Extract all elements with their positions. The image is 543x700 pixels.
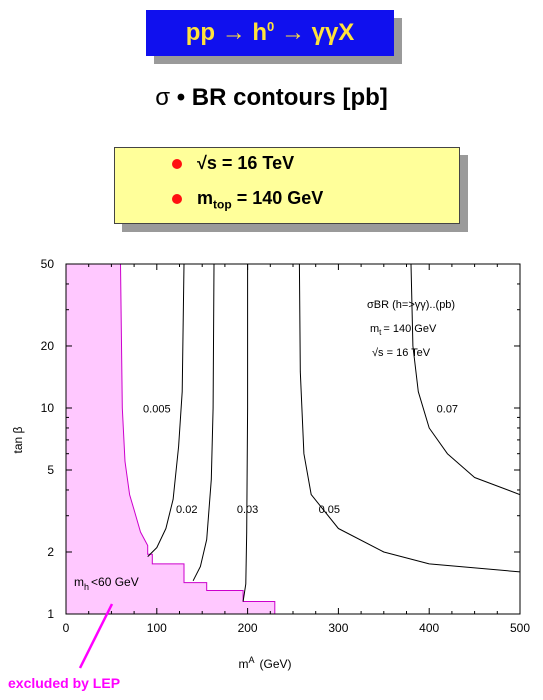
dot-symbol: •: [176, 84, 186, 111]
parameter-box: √s = 16 TeV mtop = 140 GeV: [114, 147, 460, 224]
legend-line-3: √s = 16 TeV: [372, 347, 431, 359]
x-axis-label: mA (GeV): [238, 655, 291, 671]
title-banner: pp → h0 → γγX: [146, 10, 394, 56]
excluded-region-label: mh <60 GeV: [74, 575, 139, 592]
x-tick-label: 0: [63, 621, 70, 635]
lep-excluded-region: [66, 264, 275, 614]
legend-mt-subscript: t: [379, 328, 382, 337]
x-tick-label: 400: [419, 621, 439, 635]
process-title: pp → h0 → γγX: [146, 19, 394, 47]
contour-line-0.03: [242, 264, 249, 602]
lep-exclusion-boundary: [120, 264, 276, 614]
contour-line-0.02: [192, 264, 215, 582]
arrow-icon: →: [221, 19, 246, 46]
contour-label-0.05: 0.05: [319, 504, 340, 516]
red-bullet-icon: [172, 159, 182, 169]
contour-line-0.07: [410, 264, 520, 496]
x-tick-label: 500: [510, 621, 530, 635]
subtitle-text: BR contours [pb]: [191, 84, 388, 111]
legend-line-2: mt = 140 GeV: [370, 323, 437, 337]
x-axis-superscript: A: [248, 655, 254, 665]
energy-parameter: √s = 16 TeV: [197, 153, 295, 173]
contour-curves: [147, 264, 520, 602]
x-axis-units: (GeV): [260, 657, 292, 671]
axis-ticks: 0 100 200 300 400 500 1 2 5 10 20 50: [41, 257, 531, 635]
y-tick-label: 10: [41, 401, 55, 415]
arrow-icon: →: [280, 19, 305, 46]
legend-mt-symbol: m: [370, 323, 379, 335]
x-tick-label: 300: [328, 621, 348, 635]
red-bullet-icon: [172, 194, 182, 204]
sigma-symbol: σ: [155, 84, 171, 111]
top-mass-symbol: m: [197, 188, 214, 208]
process-final-state: γγX: [311, 19, 355, 46]
top-mass-value: = 140 GeV: [236, 188, 324, 208]
y-tick-label: 1: [47, 607, 54, 621]
contour-line-0.005: [147, 264, 185, 557]
contour-line-0.05: [298, 264, 520, 573]
y-tick-label: 50: [41, 257, 55, 271]
top-mass-parameter: mtop = 140 GeV: [197, 188, 323, 212]
process-initial-state: pp: [185, 19, 216, 46]
contour-label-0.005: 0.005: [143, 404, 171, 416]
mh-subscript: h: [84, 582, 89, 592]
mh-symbol: m: [74, 575, 84, 589]
contour-label-0.03: 0.03: [237, 504, 258, 516]
legend-line-1: σBR (h=>γγ)..(pb): [367, 299, 455, 311]
contour-label-0.07: 0.07: [437, 404, 458, 416]
y-tick-label: 20: [41, 339, 55, 353]
top-mass-subscript: top: [213, 197, 232, 212]
lep-pointer-line: [78, 603, 114, 669]
contour-labels: 0.005 0.02 0.03 0.05 0.07: [143, 404, 458, 516]
higgs-symbol: h: [252, 19, 268, 46]
lep-annotation: excluded by LEP: [8, 675, 120, 691]
y-tick-label: 2: [47, 545, 54, 559]
y-axis-label: tan β: [11, 426, 25, 453]
x-tick-label: 100: [147, 621, 167, 635]
mh-value: <60 GeV: [91, 575, 139, 589]
page-subtitle: σ • BR contours [pb]: [0, 84, 543, 112]
y-tick-label: 5: [47, 463, 54, 477]
legend-mt-value: = 140 GeV: [383, 323, 437, 335]
x-tick-label: 200: [238, 621, 258, 635]
higgs-charge: 0: [267, 19, 275, 34]
contour-label-0.02: 0.02: [176, 504, 197, 516]
x-axis-symbol: m: [238, 657, 248, 671]
